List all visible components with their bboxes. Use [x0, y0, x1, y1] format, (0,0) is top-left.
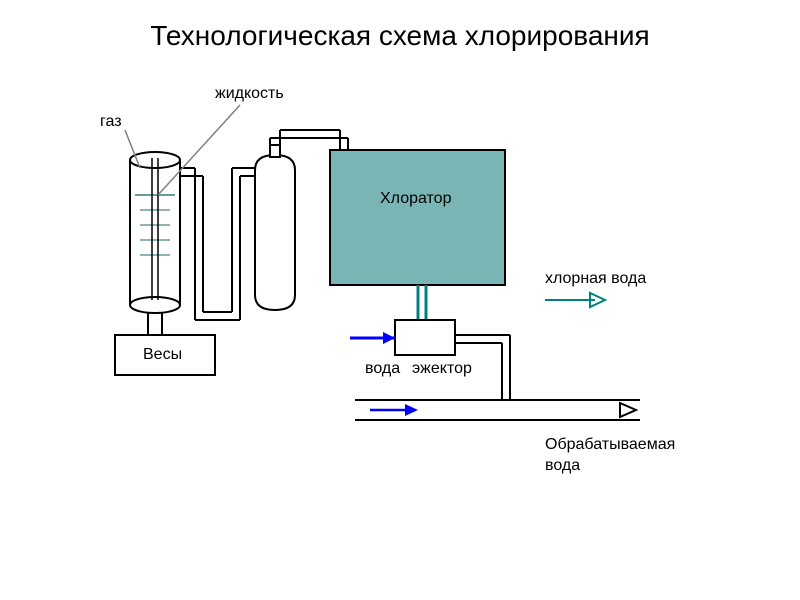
water-label: вода	[365, 360, 400, 378]
scale-label: Весы	[143, 346, 182, 364]
water-inlet-arrow	[350, 332, 395, 344]
chlorinator-label: Хлоратор	[380, 190, 451, 208]
chlorine-water-label: хлорная вода	[545, 270, 646, 288]
liquid-callout-line	[158, 105, 240, 195]
chlorine-water-arrow	[545, 293, 605, 307]
liquid-label: жидкость	[215, 85, 284, 103]
chlorinator-box	[330, 150, 505, 285]
intermediate-cylinder	[255, 145, 295, 310]
gas-tank	[130, 152, 180, 313]
treated-water-label: Обрабатываемая вода	[545, 435, 705, 477]
diagram-svg	[0, 0, 800, 600]
ejector-box	[395, 320, 455, 355]
gas-label: газ	[100, 113, 122, 131]
ejector-label: эжектор	[412, 360, 472, 378]
treated-outlet-arrow	[620, 403, 636, 417]
treated-inlet-arrow	[370, 404, 418, 416]
